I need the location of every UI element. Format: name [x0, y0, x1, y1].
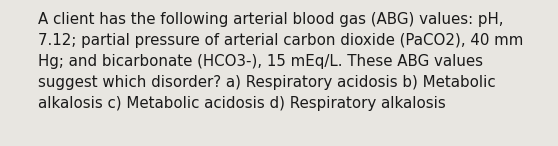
Text: A client has the following arterial blood gas (ABG) values: pH,
7.12; partial pr: A client has the following arterial bloo…: [38, 12, 523, 111]
